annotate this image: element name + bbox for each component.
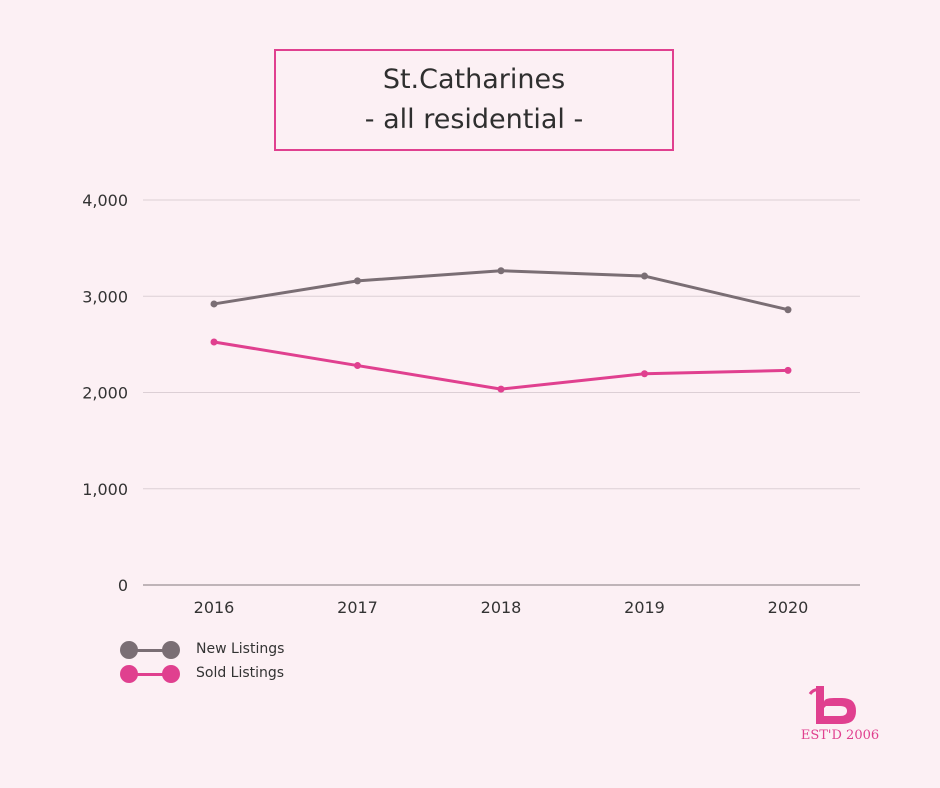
legend-item-new-listings: New Listings bbox=[120, 640, 340, 660]
legend-item-sold-listings: Sold Listings bbox=[120, 664, 340, 684]
y-tick-label: 4,000 bbox=[82, 191, 128, 210]
legend-swatch-dot bbox=[120, 641, 138, 659]
legend-swatch-dot bbox=[162, 665, 180, 683]
chart-subtitle: - all residential - bbox=[364, 104, 584, 135]
x-tick-label: 2020 bbox=[768, 598, 809, 617]
x-tick-label: 2017 bbox=[337, 598, 378, 617]
data-point-sold-listings bbox=[210, 338, 218, 346]
legend-label: New Listings bbox=[196, 641, 285, 657]
legend-swatch-line bbox=[126, 673, 174, 676]
data-point-sold-listings bbox=[497, 385, 505, 393]
data-point-sold-listings bbox=[354, 362, 361, 370]
data-point-new-listings bbox=[354, 277, 361, 285]
b-logo-icon bbox=[808, 686, 856, 724]
data-point-new-listings bbox=[641, 272, 648, 280]
series-line-sold-listings bbox=[212, 340, 790, 391]
data-point-sold-listings bbox=[641, 370, 648, 378]
y-tick-label: 3,000 bbox=[82, 287, 128, 306]
legend-swatch-line bbox=[126, 649, 174, 652]
data-point-new-listings bbox=[784, 306, 792, 314]
x-tick-label: 2019 bbox=[624, 598, 665, 617]
x-tick-label: 2016 bbox=[194, 598, 235, 617]
legend-swatch-dot bbox=[162, 641, 180, 659]
y-tick-label: 1,000 bbox=[82, 480, 128, 499]
data-point-new-listings bbox=[497, 267, 505, 275]
legend-label: Sold Listings bbox=[196, 665, 285, 681]
data-point-new-listings bbox=[210, 300, 218, 308]
series-line-new-listings bbox=[212, 269, 790, 312]
y-tick-label: 2,000 bbox=[82, 384, 128, 403]
y-tick-label: 0 bbox=[118, 576, 128, 595]
line-chart: 0 1,000 2,000 3,000 4,000 2016 2017 2018 2019 202… bbox=[82, 191, 860, 617]
x-tick-label: 2018 bbox=[481, 598, 522, 617]
logo-est-text: EST'D 2006 bbox=[800, 728, 880, 743]
legend-swatch-dot bbox=[120, 665, 138, 683]
chart-title: St.Catharines bbox=[382, 64, 566, 95]
data-point-sold-listings bbox=[784, 366, 792, 374]
chart-title-box: St.Catharines - all residential - bbox=[274, 49, 674, 151]
